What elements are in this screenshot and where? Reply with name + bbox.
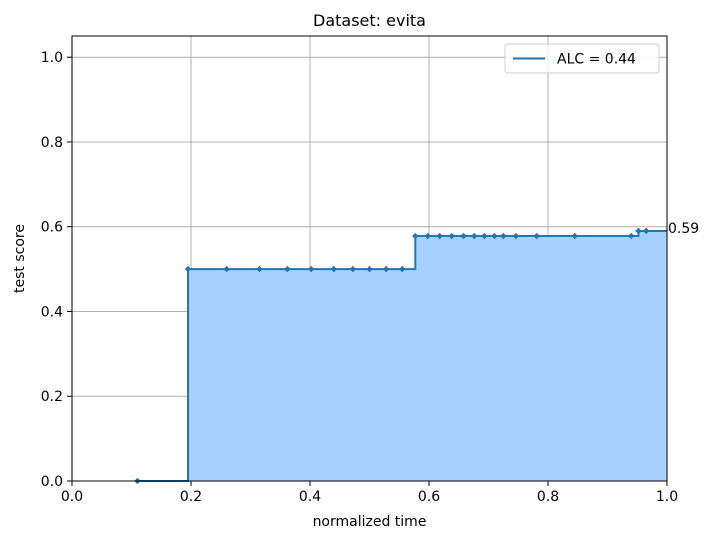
y-tick-label: 0.2 [41, 389, 63, 405]
series-line [137, 229, 667, 482]
data-point-marker [635, 227, 642, 235]
markers-layer [134, 227, 650, 485]
data-point-marker [349, 265, 357, 273]
y-tick-label: 1.0 [41, 50, 63, 66]
data-point-marker [223, 265, 230, 273]
data-point-marker [284, 265, 291, 273]
x-tick-label: 0.0 [61, 489, 83, 505]
data-point-marker [642, 227, 650, 235]
data-point-marker [533, 232, 540, 240]
area-under-curve [137, 230, 667, 481]
data-point-marker [500, 232, 507, 240]
data-point-marker [512, 232, 520, 240]
data-point-marker [481, 232, 488, 240]
y-tick-label: 0.8 [41, 135, 63, 151]
legend-label: ALC = 0.44 [557, 52, 636, 68]
y-tick-label: 0.4 [41, 304, 63, 320]
data-point-marker [628, 232, 635, 240]
plot-frame [71, 35, 668, 482]
data-point-marker [412, 232, 419, 240]
x-tick-label: 0.8 [537, 489, 559, 505]
data-point-marker [471, 232, 478, 240]
data-point-marker [330, 265, 337, 273]
legend: ALC = 0.44 [504, 43, 660, 74]
data-point-marker [424, 232, 432, 240]
data-point-marker [448, 232, 455, 240]
ticks-layer: 0.0 0.2 0.4 0.6 0.8 1.0 0.0 0.2 0.4 0.6 0.8 1.0 [41, 50, 678, 505]
legend-box [504, 43, 660, 74]
end-value-annotation: 0.59 [668, 221, 699, 237]
data-point-marker [436, 232, 443, 240]
data-point-marker [382, 265, 390, 273]
y-tick-label: 0.0 [41, 474, 63, 490]
chart-title: Dataset: evita [313, 11, 426, 30]
x-axis-label: normalized time [313, 514, 427, 530]
y-axis-label: test score [12, 224, 28, 293]
data-point-marker [491, 232, 498, 240]
data-point-marker [399, 265, 406, 273]
x-tick-label: 0.2 [180, 489, 202, 505]
grid-layer [71, 36, 668, 482]
data-point-marker [571, 232, 578, 240]
data-point-marker [307, 265, 315, 273]
data-point-marker [256, 265, 263, 273]
x-tick-label: 0.4 [299, 489, 321, 505]
data-point-marker [460, 232, 467, 240]
data-point-marker [366, 265, 373, 273]
x-tick-label: 1.0 [656, 489, 678, 505]
x-tick-label: 0.6 [418, 489, 440, 505]
data-point-marker [184, 265, 192, 273]
y-tick-label: 0.6 [41, 220, 63, 236]
